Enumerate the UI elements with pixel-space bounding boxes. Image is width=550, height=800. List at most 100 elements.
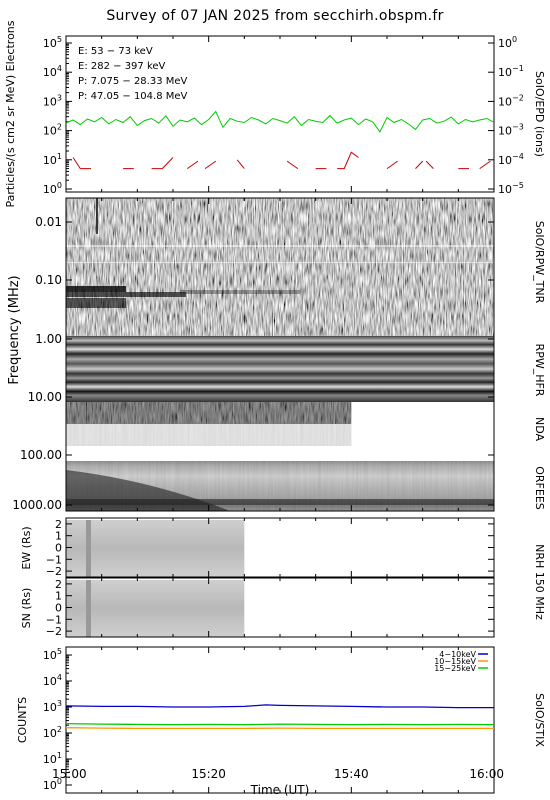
nrh-tick-label: −1 (46, 553, 62, 566)
stix-tick-label: 104 (43, 673, 62, 688)
stix-legend-entry: 4−10keV (439, 650, 476, 659)
epd-legend-entry: E: 53 − 73 keV (78, 46, 153, 57)
nrh-ew-heatmap (66, 520, 245, 577)
stix-tick-label: 103 (43, 699, 62, 714)
epd-left-tick-label: 104 (43, 64, 62, 79)
epd-left-ticks: 100 101 102 103 104 105 (43, 35, 72, 196)
epd-left-tick-label: 105 (43, 35, 62, 50)
nrh-tick-label: 1 (55, 530, 62, 543)
nrh-right-label: NRH 150 MHz (533, 544, 546, 620)
epd-left-tick-label: 102 (43, 123, 62, 138)
nrh-tick-label: −1 (46, 613, 62, 626)
epd-ylabel: Particles/(s cm2 sr MeV) Electrons (4, 20, 17, 207)
epd-series-electrons-high-segment (415, 160, 424, 169)
stix-tick-label: 105 (43, 647, 62, 662)
epd-series-electrons-high-segment (236, 159, 245, 169)
epd-right-tick-label: 10−5 (498, 181, 524, 196)
epd-series-electrons-high-segment (386, 160, 398, 170)
nrh-tick-label: −2 (46, 565, 62, 578)
stix-series-2 (66, 722, 494, 726)
stix-series-0 (66, 704, 494, 709)
frequency-tick-label: 1000.00 (12, 498, 62, 512)
nrh-sn-heatmap (66, 580, 245, 637)
epd-right-tick-label: 10−2 (498, 93, 524, 108)
stix-right-label: SoIO/STIX (533, 693, 546, 747)
stix-legend-entry: 15−25keV (434, 664, 476, 673)
epd-legend-entry: P: 47.05 − 104.8 MeV (78, 91, 188, 102)
stix-tick-label: 100 (43, 777, 62, 792)
nrh-tick-label: 1 (55, 590, 62, 603)
epd-series-electrons-high-segment (337, 151, 359, 170)
nrh-ew-ticks: 210−1−2 (46, 518, 494, 578)
frequency-tick-label: 0.01 (35, 215, 62, 229)
x-tick-label: 15:20 (191, 767, 226, 781)
nda-band-texture (66, 402, 352, 424)
stix-series (66, 704, 494, 730)
epd-right-tick-label: 10−4 (498, 152, 524, 167)
stix-ticks: 100 101 102 103 104 105 (43, 647, 72, 792)
epd-legend: E: 53 − 73 keV E: 282 − 397 keV P: 7.075 −… (78, 46, 188, 102)
epd-legend-entry: P: 7.075 − 28.33 MeV (78, 76, 188, 87)
x-axis: 15:00 15:20 15:40 16:00 (52, 36, 504, 793)
epd-series (66, 110, 494, 170)
frequency-tick-label: 10.00 (28, 390, 62, 404)
frequency-tick-label: 100.00 (20, 448, 62, 462)
epd-right-tick-label: 10−1 (498, 64, 524, 79)
nda-right-label: NDA (533, 417, 546, 442)
epd-series-electrons-high-segment (187, 160, 199, 170)
stix-tick-label: 101 (43, 751, 62, 766)
x-tick-label: 15:00 (52, 767, 87, 781)
nrh-ew-panel: 210−1−2 EW (Rs) NRH 150 MHz (20, 517, 546, 620)
frequency-ylabel: Frequency (MHz) (7, 275, 22, 384)
orfees-right-label: ORFEES (533, 466, 546, 510)
nrh-tick-label: −2 (46, 625, 62, 638)
chart-title: Survey of 07 JAN 2025 from secchirh.obsp… (106, 8, 444, 24)
nrh-sn-ticks: 210−1−2 (46, 578, 494, 638)
stix-series-1 (66, 727, 494, 730)
stix-frame (65, 646, 495, 794)
nda-band-texture (66, 424, 352, 446)
hfr-heatmap (66, 336, 494, 402)
nrh-tick-label: 0 (55, 602, 62, 615)
frequency-tick-label: 1.00 (35, 332, 62, 346)
epd-series-electrons-high-segment (204, 160, 217, 170)
epd-legend-entry: E: 282 − 397 keV (78, 61, 166, 72)
nrh-tick-label: 2 (55, 518, 62, 531)
nrh-ew-ylabel: EW (Rs) (20, 526, 33, 569)
stix-panel: 100 101 102 103 104 105 4−10keV10−15keV15−25k… (16, 646, 546, 794)
stix-tick-label: 102 (43, 725, 62, 740)
frequency-ticks: 0.01 0.10 1.00 10.00 100.00 1000.00 (12, 215, 494, 512)
epd-right-tick-label: 10−3 (498, 123, 524, 138)
epd-left-tick-label: 100 (43, 181, 62, 196)
tnr-heatmap (66, 198, 494, 336)
nrh-sn-panel: 210−1−2 SN (Rs) (20, 577, 495, 638)
epd-right-ticks: 10−5 10−4 10−3 10−2 10−1 100 (488, 35, 524, 196)
nrh-tick-label: 0 (55, 542, 62, 555)
epd-right-tick-label: 100 (498, 35, 517, 50)
orfees-heatmap (66, 461, 494, 511)
x-tick-label: 15:40 (334, 767, 369, 781)
stix-legend-entry: 10−15keV (434, 657, 476, 666)
nrh-sn-ylabel: SN (Rs) (20, 588, 33, 629)
hfr-right-label: RPW_HFR (533, 344, 546, 397)
epd-series-electrons-high-segment (151, 157, 174, 170)
nda-heatmap (66, 402, 494, 454)
epd-series-electrons-high-segment (72, 157, 91, 170)
nrh-tick-label: 2 (55, 578, 62, 591)
x-axis-label: Time (UT) (250, 783, 310, 797)
epd-series-electrons-high-segment (286, 160, 299, 170)
stix-ylabel: COUNTS (16, 697, 29, 743)
epd-series-electrons-high-segment (425, 160, 434, 169)
epd-left-tick-label: 103 (43, 93, 62, 108)
x-tick-label: 16:00 (469, 767, 504, 781)
epd-left-tick-label: 101 (43, 152, 62, 167)
epd-series-electrons-high-segment (479, 160, 491, 170)
frequency-tick-label: 0.10 (35, 273, 62, 287)
epd-series-electrons-low (66, 110, 494, 133)
tnr-right-label: SoIO/RPW_TNR (533, 221, 546, 304)
epd-right-label: SoIO/EPD (ions) (533, 71, 546, 157)
spectrogram-panel: 0.01 0.10 1.00 10.00 100.00 1000.00 Frequency… (7, 197, 546, 512)
